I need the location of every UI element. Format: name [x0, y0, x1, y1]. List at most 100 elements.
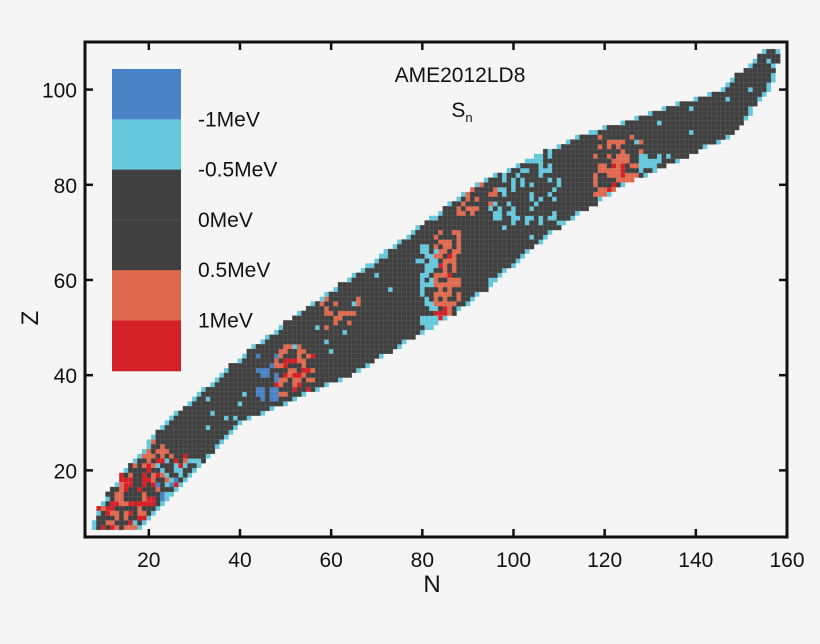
heatmap-cell	[743, 67, 749, 74]
heatmap-cell	[141, 467, 147, 473]
heatmap-cell	[492, 253, 498, 259]
heatmap-cell	[456, 249, 462, 254]
heatmap-cell	[219, 420, 225, 426]
heatmap-cell	[214, 439, 220, 445]
heatmap-cell	[324, 296, 329, 302]
heatmap-cell	[497, 248, 503, 255]
heatmap-cell	[451, 201, 457, 207]
heatmap-cell	[716, 106, 722, 112]
heatmap-cell	[538, 191, 544, 197]
heatmap-cell	[556, 206, 562, 212]
heatmap-cell	[606, 191, 612, 197]
heatmap-cell	[656, 163, 662, 169]
heatmap-cell	[191, 434, 197, 440]
heatmap-cell	[114, 496, 120, 502]
heatmap-cell	[438, 296, 444, 302]
heatmap-cell	[529, 191, 535, 197]
heatmap-cell	[743, 91, 749, 97]
heatmap-cell	[410, 315, 416, 321]
heatmap-cell	[697, 101, 703, 107]
heatmap-cell	[365, 339, 371, 345]
heatmap-cell	[228, 391, 234, 397]
heatmap-cell	[287, 372, 293, 378]
heatmap-cell	[287, 391, 293, 397]
heatmap-cell	[761, 77, 767, 83]
heatmap-cell	[451, 210, 457, 216]
heatmap-cell	[315, 367, 320, 373]
heatmap-cell	[583, 167, 589, 174]
heatmap-cell	[597, 196, 603, 202]
heatmap-cell	[520, 215, 526, 221]
heatmap-cell	[346, 372, 352, 378]
heatmap-cell	[656, 134, 662, 140]
heatmap-cell	[451, 305, 457, 312]
heatmap-cell	[292, 382, 297, 388]
heatmap-cell	[132, 496, 138, 502]
heatmap-cell	[624, 163, 630, 169]
heatmap-cell	[479, 196, 485, 202]
heatmap-cell	[305, 339, 311, 345]
heatmap-cell	[433, 320, 439, 326]
heatmap-cell	[251, 353, 257, 359]
heatmap-cell	[292, 329, 298, 335]
heatmap-cell	[707, 101, 712, 107]
heatmap-cell	[492, 177, 498, 183]
heatmap-cell	[570, 182, 576, 188]
heatmap-cell	[333, 320, 338, 326]
heatmap-cell	[638, 149, 644, 154]
heatmap-cell	[652, 158, 658, 164]
heatmap-cell	[456, 286, 462, 293]
heatmap-cell	[707, 96, 712, 102]
heatmap-cell	[460, 263, 466, 269]
heatmap-cell	[538, 220, 544, 226]
heatmap-cell	[410, 282, 416, 288]
heatmap-cell	[679, 139, 685, 145]
heatmap-cell	[137, 463, 143, 469]
heatmap-cell	[401, 310, 407, 316]
heatmap-cell	[634, 115, 639, 121]
heatmap-cell	[387, 344, 393, 350]
heatmap-cell	[328, 372, 334, 378]
heatmap-cell	[451, 310, 457, 316]
heatmap-cell	[629, 177, 635, 183]
heatmap-cell	[748, 67, 754, 74]
heatmap-cell	[538, 234, 544, 240]
heatmap-cell	[169, 491, 174, 497]
heatmap-cell	[483, 248, 489, 255]
heatmap-cell	[497, 272, 503, 278]
heatmap-cell	[474, 186, 480, 193]
heatmap-cell	[697, 125, 703, 131]
heatmap-cell	[392, 320, 398, 326]
heatmap-cell	[232, 405, 238, 412]
y-tick-label: 20	[54, 460, 77, 483]
legend-swatch	[112, 169, 181, 221]
heatmap-cell	[119, 477, 124, 483]
heatmap-cell	[155, 491, 161, 497]
heatmap-cell	[369, 305, 375, 312]
heatmap-cell	[574, 148, 580, 155]
heatmap-cell	[460, 282, 466, 288]
heatmap-cell	[752, 58, 758, 64]
heatmap-cell	[210, 401, 216, 407]
heatmap-cell	[529, 172, 535, 178]
heatmap-cell	[123, 501, 129, 507]
heatmap-cell	[438, 249, 443, 254]
heatmap-cell	[237, 391, 243, 397]
heatmap-cell	[406, 239, 412, 245]
heatmap-cell	[479, 225, 485, 231]
heatmap-cell	[223, 420, 229, 426]
heatmap-cell	[729, 125, 735, 131]
heatmap-cell	[274, 396, 279, 402]
heatmap-cell	[629, 148, 635, 155]
heatmap-cell	[356, 358, 361, 364]
heatmap-cell	[547, 230, 553, 235]
heatmap-cell	[324, 339, 329, 345]
heatmap-cell	[169, 477, 174, 483]
heatmap-cell	[251, 405, 257, 412]
heatmap-cell	[469, 239, 475, 245]
heatmap-cell	[110, 501, 115, 507]
heatmap-cell	[160, 486, 165, 492]
legend-swatch	[112, 270, 181, 321]
heatmap-cell	[474, 258, 480, 264]
heatmap-cell	[588, 201, 594, 207]
